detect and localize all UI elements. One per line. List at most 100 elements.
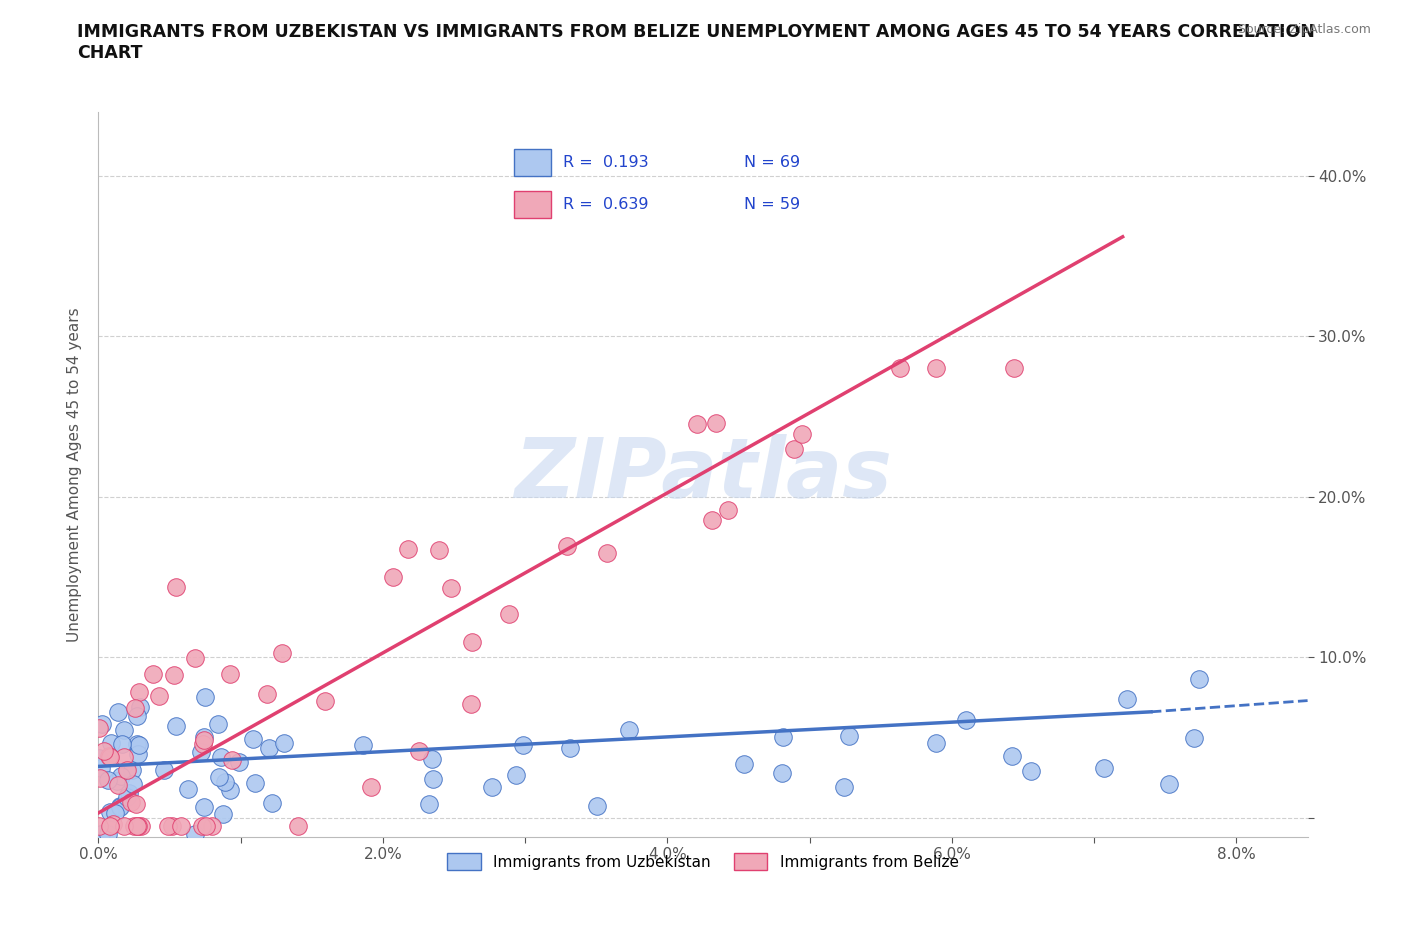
Legend: Immigrants from Uzbekistan, Immigrants from Belize: Immigrants from Uzbekistan, Immigrants f… [441, 846, 965, 876]
Point [170, 818, 193, 833]
Point [686, 417, 709, 432]
Point [111, 737, 134, 751]
Point [256, 686, 278, 701]
Point [112, 750, 135, 764]
Point [408, 744, 430, 759]
Point [124, 796, 146, 811]
Point [112, 723, 135, 737]
Point [117, 790, 139, 804]
Point [104, 806, 127, 821]
Point [194, 690, 217, 705]
Point [129, 699, 152, 714]
Point [271, 645, 294, 660]
Point [955, 712, 977, 727]
Point [889, 361, 911, 376]
Y-axis label: Unemployment Among Ages 45 to 54 years: Unemployment Among Ages 45 to 54 years [66, 307, 82, 642]
Point [1092, 761, 1115, 776]
Point [127, 737, 149, 751]
Point [228, 754, 250, 769]
Point [110, 768, 132, 783]
Point [558, 741, 581, 756]
Point [783, 442, 806, 457]
Point [1159, 777, 1181, 791]
Point [221, 753, 243, 768]
Point [194, 818, 217, 833]
Point [461, 634, 484, 649]
Point [1019, 764, 1042, 778]
Point [245, 776, 267, 790]
Point [273, 736, 295, 751]
Point [122, 818, 145, 833]
Point [90, 827, 112, 842]
Point [772, 729, 794, 744]
Point [90, 716, 112, 731]
Point [127, 708, 149, 723]
Point [617, 723, 640, 737]
Point [142, 667, 165, 682]
Point [105, 773, 128, 788]
Point [127, 818, 149, 833]
Point [193, 729, 215, 744]
Point [118, 786, 141, 801]
Point [262, 795, 284, 810]
Point [98, 818, 121, 833]
Point [1182, 730, 1205, 745]
Point [107, 705, 129, 720]
Point [555, 538, 578, 553]
Point [505, 768, 527, 783]
Point [832, 780, 855, 795]
Point [183, 827, 205, 842]
Point [89, 720, 111, 735]
Point [127, 818, 149, 833]
Point [193, 733, 215, 748]
Point [87, 818, 110, 833]
Point [420, 751, 443, 766]
Point [209, 750, 232, 764]
Point [98, 805, 121, 820]
Point [108, 799, 131, 814]
Point [127, 746, 149, 761]
Point [100, 736, 122, 751]
Point [190, 744, 212, 759]
Point [98, 750, 121, 764]
Point [925, 361, 948, 376]
Point [422, 771, 444, 786]
Point [512, 738, 534, 753]
Point [163, 668, 186, 683]
Point [177, 781, 200, 796]
Point [706, 416, 728, 431]
Point [792, 427, 814, 442]
Point [121, 777, 143, 791]
Point [219, 667, 242, 682]
Text: IMMIGRANTS FROM UZBEKISTAN VS IMMIGRANTS FROM BELIZE UNEMPLOYMENT AMONG AGES 45 : IMMIGRANTS FROM UZBEKISTAN VS IMMIGRANTS… [77, 23, 1315, 62]
Point [89, 751, 111, 765]
Point [191, 737, 214, 751]
Point [1115, 692, 1137, 707]
Text: Source: ZipAtlas.com: Source: ZipAtlas.com [1237, 23, 1371, 36]
Point [207, 716, 229, 731]
Point [1188, 671, 1211, 686]
Point [418, 796, 440, 811]
Point [89, 771, 111, 786]
Point [838, 728, 860, 743]
Point [153, 763, 176, 777]
Point [314, 693, 336, 708]
Point [219, 783, 242, 798]
Point [115, 763, 138, 777]
Point [128, 684, 150, 699]
Point [287, 818, 309, 833]
Point [96, 827, 118, 842]
Point [717, 502, 740, 517]
Point [596, 546, 619, 561]
Point [257, 740, 280, 755]
Point [498, 606, 520, 621]
Point [770, 765, 793, 780]
Point [124, 700, 146, 715]
Point [585, 798, 607, 813]
Point [396, 541, 419, 556]
Point [242, 732, 264, 747]
Point [733, 756, 755, 771]
Point [214, 775, 236, 790]
Point [148, 688, 170, 703]
Point [97, 749, 120, 764]
